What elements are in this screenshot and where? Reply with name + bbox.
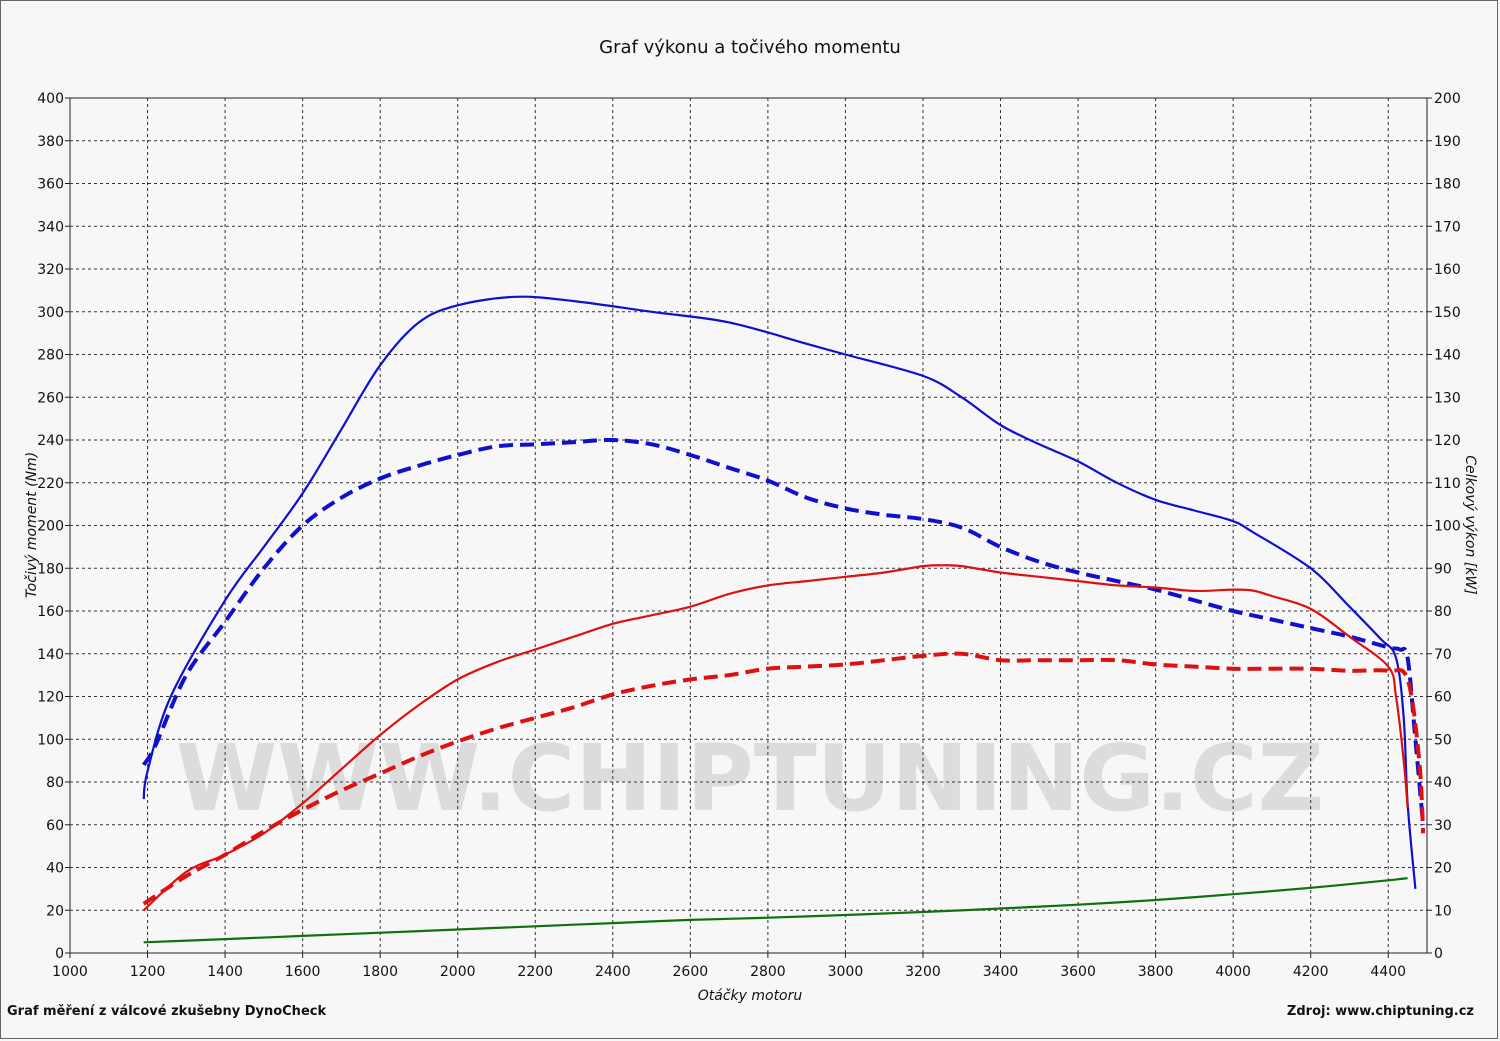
y-left-tick-label: 340 [37, 219, 64, 235]
y-left-tick-label: 160 [37, 604, 64, 620]
y-right-tick-label: 50 [1434, 732, 1452, 748]
footer-source-link[interactable]: Zdroj: www.chiptuning.cz [1286, 1004, 1474, 1019]
y-right-tick-label: 200 [1434, 91, 1461, 107]
y-left-tick-label: 320 [37, 262, 64, 278]
y-left-tick-label: 20 [46, 903, 64, 919]
y-left-tick-label: 80 [46, 775, 64, 791]
x-tick-label: 1600 [285, 964, 321, 980]
y-left-tick-label: 140 [37, 647, 64, 663]
loss-line [143, 877, 1408, 944]
y-right-tick-label: 100 [1434, 519, 1461, 535]
watermark-text: WWW.CHIPTUNING.CZ [176, 725, 1324, 832]
y-right-tick-label: 170 [1434, 219, 1461, 235]
x-tick-label: 1800 [362, 964, 398, 980]
y-right-tick-label: 70 [1434, 647, 1452, 663]
x-tick-label: 3200 [905, 964, 941, 980]
y-left-tick-label: 200 [37, 519, 64, 535]
y-right-tick-label: 180 [1434, 177, 1461, 193]
x-tick-label: 2600 [673, 964, 709, 980]
y-left-tick-label: 100 [37, 732, 64, 748]
footer-source-note: Graf měření z válcové zkušebny DynoCheck [7, 1004, 327, 1019]
watermark-layer: WWW.CHIPTUNING.CZ [176, 725, 1324, 832]
y-right-tick-label: 160 [1434, 262, 1461, 278]
y-axis-left-label: Točivý moment (Nm) [24, 452, 40, 598]
y-right-tick-label: 110 [1434, 476, 1461, 492]
y-right-tick-label: 30 [1434, 818, 1452, 834]
x-tick-label: 1000 [52, 964, 88, 980]
chart-title: Graf výkonu a točivého momentu [599, 37, 901, 58]
x-axis-label: Otáčky motoru [698, 988, 803, 1004]
y-left-tick-label: 400 [37, 91, 64, 107]
x-tick-label: 1200 [130, 964, 166, 980]
y-right-tick-label: 120 [1434, 433, 1461, 449]
y-left-tick-label: 380 [37, 134, 64, 150]
axis-layer: 1000 1200 1400 1600 1800 2000 2200 2400 2600 2800… [37, 91, 1460, 980]
y-left-tick-label: 220 [37, 476, 64, 492]
x-tick-label: 4400 [1370, 964, 1406, 980]
y-left-tick-label: 280 [37, 348, 64, 364]
y-left-tick-label: 300 [37, 305, 64, 321]
x-tick-label: 3600 [1060, 964, 1096, 980]
torque-stock-line [141, 437, 1426, 825]
y-left-tick-label: 240 [37, 433, 64, 449]
x-tick-label: 3800 [1138, 964, 1174, 980]
y-left-tick-label: 60 [46, 818, 64, 834]
y-right-tick-label: 40 [1434, 775, 1452, 791]
y-left-tick-label: 120 [37, 690, 64, 706]
y-right-tick-label: 10 [1434, 903, 1452, 919]
y-left-tick-label: 260 [37, 390, 64, 406]
y-right-tick-label: 20 [1434, 861, 1452, 877]
x-tick-label: 3400 [983, 964, 1019, 980]
y-right-tick-label: 90 [1434, 561, 1452, 577]
y-right-tick-label: 60 [1434, 690, 1452, 706]
x-tick-label: 3000 [828, 964, 864, 980]
x-tick-label: 1400 [207, 964, 243, 980]
y-axis-right-label: Celkový výkon [kW] [1462, 455, 1478, 594]
x-tick-label: 2400 [595, 964, 631, 980]
x-tick-label: 2800 [750, 964, 786, 980]
power-stock-line [142, 651, 1426, 906]
torque-tuned-line [142, 295, 1417, 889]
x-tick-label: 4000 [1215, 964, 1251, 980]
y-left-tick-label: 0 [55, 946, 64, 962]
y-left-tick-label: 40 [46, 861, 64, 877]
x-tick-label: 4200 [1293, 964, 1329, 980]
y-right-tick-label: 140 [1434, 348, 1461, 364]
y-left-tick-label: 180 [37, 561, 64, 577]
x-tick-label: 2200 [517, 964, 553, 980]
series-layer [141, 295, 1426, 944]
grid-layer [69, 97, 1428, 954]
y-left-tick-label: 360 [37, 177, 64, 193]
y-right-tick-label: 80 [1434, 604, 1452, 620]
power-tuned-line [142, 564, 1409, 912]
x-tick-label: 2000 [440, 964, 476, 980]
y-right-tick-label: 130 [1434, 390, 1461, 406]
y-right-tick-label: 150 [1434, 305, 1461, 321]
y-right-tick-label: 0 [1434, 946, 1443, 962]
y-right-tick-label: 190 [1434, 134, 1461, 150]
